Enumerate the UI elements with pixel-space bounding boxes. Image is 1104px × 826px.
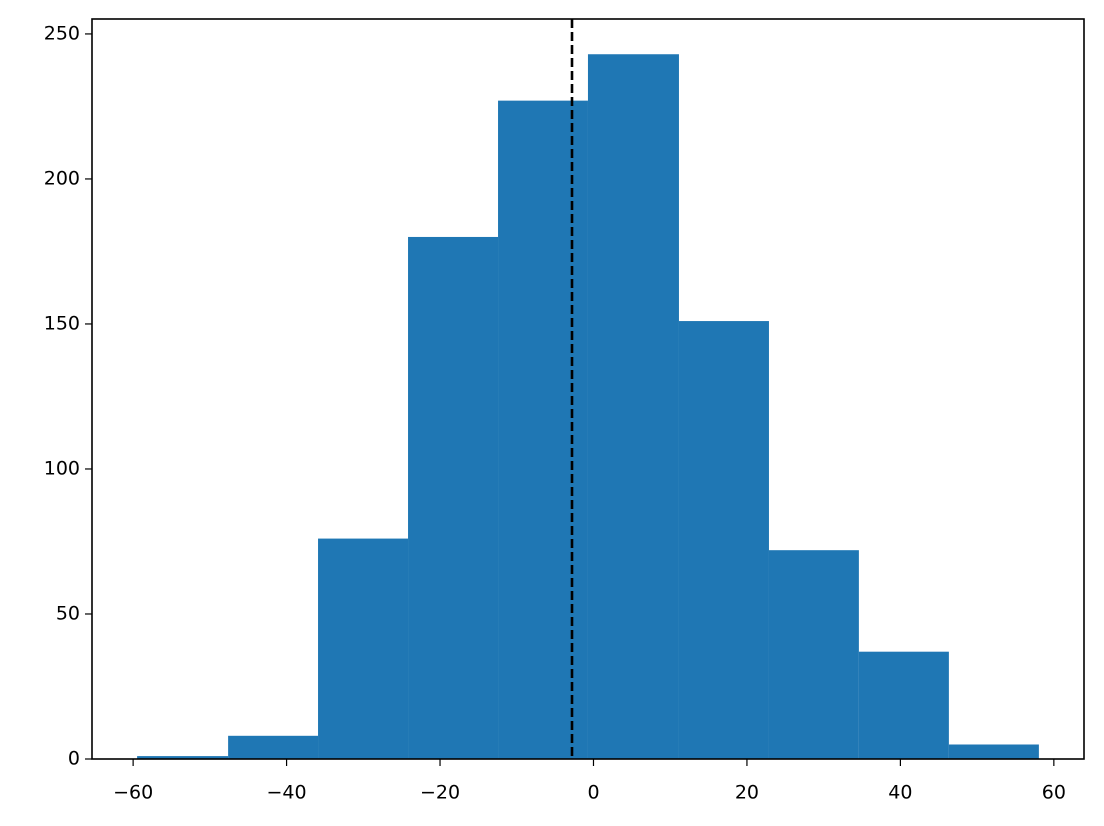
y-tick-label: 100 <box>44 457 80 479</box>
x-tick-label: −40 <box>267 782 307 804</box>
x-tick-label: 40 <box>888 782 912 804</box>
y-tick-label: 200 <box>44 167 80 189</box>
bar <box>948 744 1039 759</box>
bar <box>137 756 229 759</box>
x-tick-label: −60 <box>113 782 153 804</box>
y-tick-label: 0 <box>68 748 80 770</box>
bar <box>408 236 499 759</box>
y-tick-label: 50 <box>56 602 80 624</box>
bar <box>318 538 409 759</box>
bar <box>498 100 588 760</box>
plot-frame <box>91 18 1085 760</box>
x-tick-label: −20 <box>420 782 460 804</box>
x-tick-label: 0 <box>587 782 599 804</box>
bar <box>228 735 319 759</box>
x-tick-label: 20 <box>735 782 759 804</box>
x-tick-label: 60 <box>1042 782 1066 804</box>
y-tick-label: 150 <box>44 312 80 334</box>
bar <box>587 54 679 759</box>
bar <box>858 651 949 759</box>
bar <box>678 321 769 759</box>
bar <box>768 550 859 759</box>
y-tick-label: 250 <box>44 22 80 44</box>
